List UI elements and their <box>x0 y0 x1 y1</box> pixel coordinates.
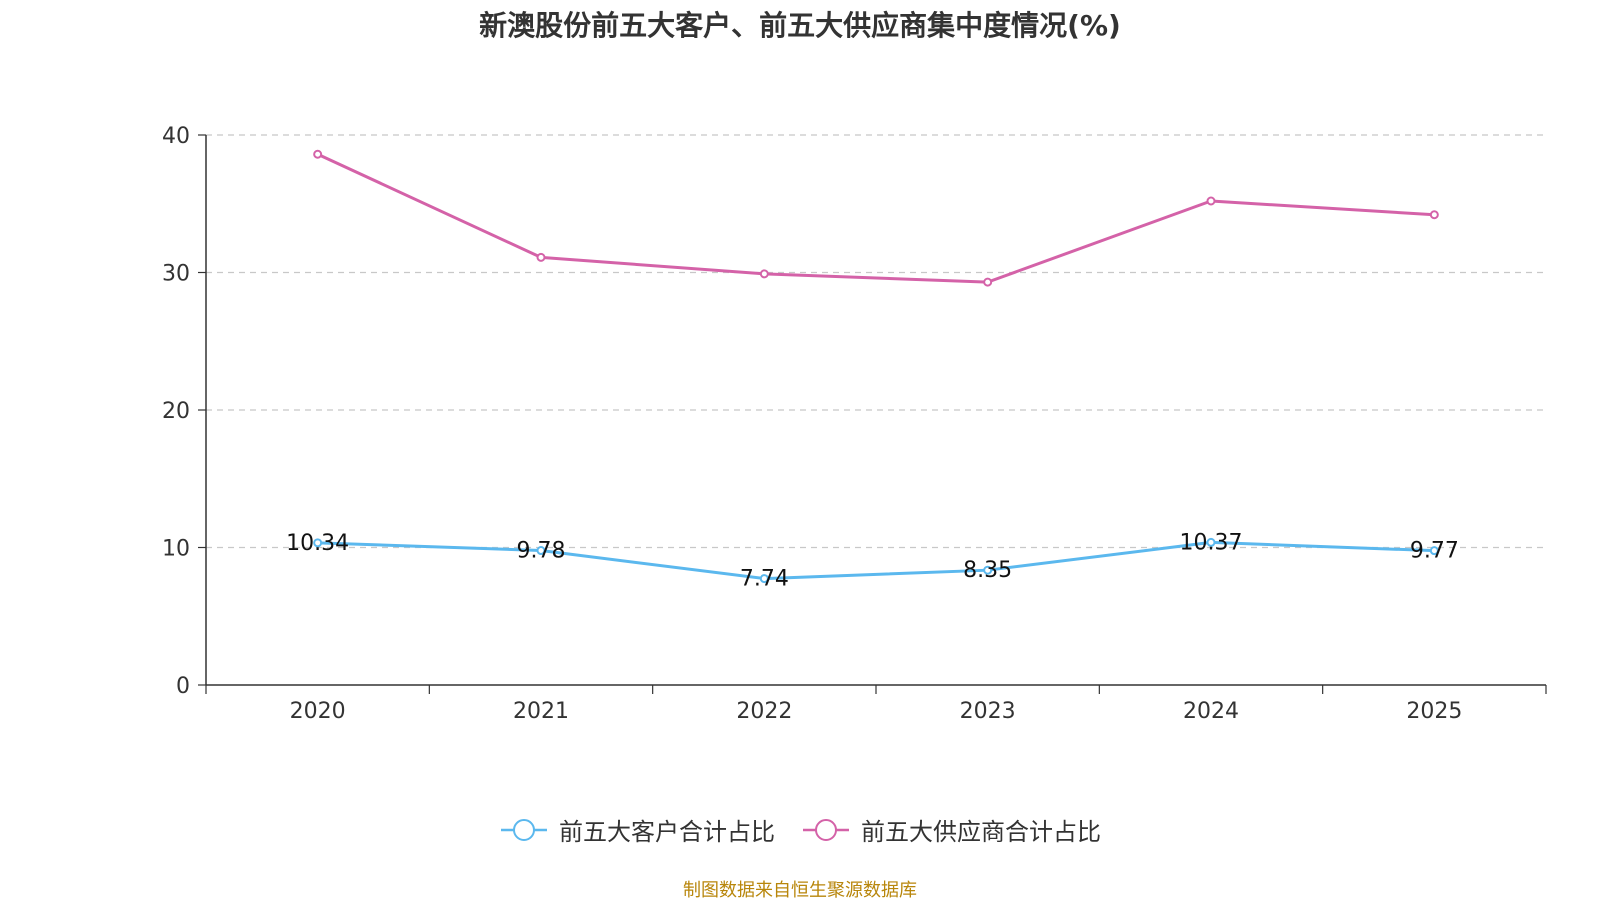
data-point[interactable] <box>1206 537 1216 547</box>
x-tick-label: 2024 <box>1183 699 1239 724</box>
source-note: 制图数据来自恒生聚源数据库 <box>683 880 917 900</box>
y-tick-label: 30 <box>162 262 190 287</box>
y-tick-label: 0 <box>176 674 190 699</box>
data-point[interactable] <box>1429 210 1439 220</box>
x-tick-label: 2020 <box>290 699 346 724</box>
x-tick-label: 2023 <box>960 699 1016 724</box>
series-line-1 <box>317 152 1435 284</box>
legend[interactable]: 前五大客户合计占比 前五大供应商合计占比 <box>0 812 1600 847</box>
y-tick-label: 10 <box>162 537 190 562</box>
data-point[interactable] <box>759 269 769 279</box>
data-point[interactable] <box>1206 196 1216 206</box>
legend-line-circle-icon <box>803 818 849 841</box>
data-label: 10.37 <box>1180 530 1243 555</box>
label-layer: 10.34 9.78 7.74 8.35 10.37 9.77 <box>286 530 1459 591</box>
y-tick-label: 40 <box>162 124 190 149</box>
data-point[interactable] <box>759 574 769 584</box>
data-label: 9.77 <box>1410 539 1459 564</box>
data-label: 10.34 <box>286 531 349 556</box>
legend-label-customers: 前五大客户合计占比 <box>559 818 775 846</box>
data-point[interactable] <box>313 149 323 159</box>
axis-layer: 0 10 20 30 40 2020 2021 2022 2023 2024 2025 <box>162 124 1547 724</box>
legend-item-suppliers[interactable]: 前五大供应商合计占比 <box>801 812 1101 847</box>
legend-item-customers[interactable]: 前五大客户合计占比 <box>499 812 775 847</box>
x-tick-label: 2022 <box>736 699 792 724</box>
data-point[interactable] <box>536 252 546 262</box>
legend-label-suppliers: 前五大供应商合计占比 <box>861 818 1101 846</box>
chart-title: 新澳股份前五大客户、前五大供应商集中度情况(%) <box>479 9 1121 42</box>
legend-line-circle-icon <box>501 818 547 841</box>
data-point[interactable] <box>536 546 546 556</box>
series-line-0 <box>317 540 1435 581</box>
data-label: 9.78 <box>517 539 566 564</box>
data-label: 7.74 <box>740 567 789 592</box>
y-tick-label: 20 <box>162 399 190 424</box>
x-tick-label: 2021 <box>513 699 569 724</box>
data-point[interactable] <box>313 538 323 548</box>
data-label: 8.35 <box>963 558 1012 583</box>
data-point[interactable] <box>983 277 993 287</box>
data-point[interactable] <box>1429 546 1439 556</box>
data-point[interactable] <box>983 565 993 575</box>
x-tick-label: 2025 <box>1406 699 1462 724</box>
series-layer <box>313 149 1439 584</box>
